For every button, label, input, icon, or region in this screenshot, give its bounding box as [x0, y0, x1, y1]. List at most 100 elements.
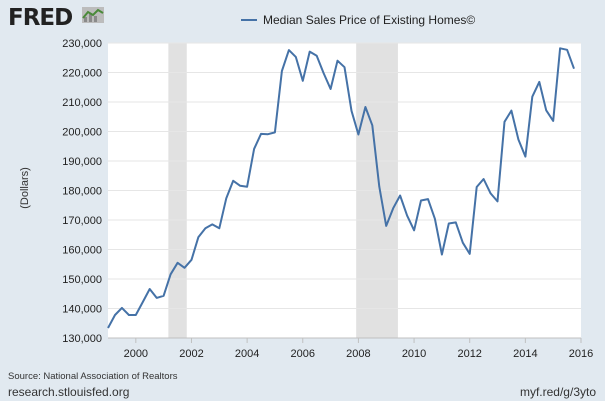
x-tick-label: 2004: [235, 348, 259, 360]
x-axis-ticks: 2000 2002 2004 2006 2008 2010 2012 2014 2016: [108, 337, 593, 360]
data-point: [142, 301, 144, 303]
x-tick-label: 2012: [457, 348, 481, 360]
data-point: [239, 185, 241, 187]
data-point: [496, 200, 498, 202]
data-point: [135, 314, 137, 316]
data-point: [274, 131, 276, 133]
legend-swatch: [241, 18, 257, 21]
data-point: [246, 186, 248, 188]
y-tick-label: 190,000: [62, 156, 102, 168]
data-point: [316, 55, 318, 57]
data-point: [107, 327, 109, 329]
data-point: [128, 314, 130, 316]
data-point: [476, 186, 478, 188]
data-point: [462, 242, 464, 244]
data-point: [350, 110, 352, 112]
data-point: [253, 148, 255, 150]
data-point: [434, 218, 436, 220]
data-point: [329, 88, 331, 90]
data-point: [288, 49, 290, 51]
x-tick-label: 2016: [569, 348, 593, 360]
data-point: [559, 47, 561, 49]
x-tick-label: 2006: [291, 348, 315, 360]
y-tick-label: 210,000: [62, 97, 102, 109]
y-tick-label: 200,000: [62, 127, 102, 139]
x-tick-label: 2010: [402, 348, 426, 360]
data-point: [267, 133, 269, 135]
data-point: [121, 307, 123, 309]
data-point: [204, 227, 206, 229]
data-point: [566, 49, 568, 51]
x-tick-label: 2014: [513, 348, 537, 360]
data-point: [455, 221, 457, 223]
data-point: [489, 192, 491, 194]
data-point: [545, 109, 547, 111]
data-point: [343, 66, 345, 68]
x-tick-label: 2008: [346, 348, 370, 360]
x-tick-label: 2000: [124, 348, 148, 360]
data-point: [524, 155, 526, 157]
data-point: [211, 223, 213, 225]
data-point: [448, 222, 450, 224]
site-link[interactable]: research.stlouisfed.org: [8, 385, 130, 399]
y-tick-label: 220,000: [62, 68, 102, 80]
chart-line-icon: [82, 7, 104, 23]
data-point: [441, 253, 443, 255]
y-tick-label: 130,000: [62, 333, 102, 345]
data-point: [225, 197, 227, 199]
series-line: [107, 47, 575, 329]
data-point: [531, 96, 533, 98]
data-point: [385, 225, 387, 227]
y-tick-label: 170,000: [62, 215, 102, 227]
data-point: [336, 60, 338, 62]
data-point: [406, 214, 408, 216]
data-point: [260, 133, 262, 135]
data-point: [281, 70, 283, 72]
data-point: [427, 198, 429, 200]
data-point: [413, 229, 415, 231]
fred-logo[interactable]: FRED: [8, 5, 73, 31]
data-point: [371, 124, 373, 126]
data-point: [469, 253, 471, 255]
data-point: [517, 138, 519, 140]
data-point: [482, 178, 484, 180]
data-point: [322, 72, 324, 74]
data-point: [176, 262, 178, 264]
short-link[interactable]: myf.red/g/3yto: [519, 385, 596, 399]
data-point: [392, 207, 394, 209]
data-point: [364, 106, 366, 108]
data-point: [309, 50, 311, 52]
y-tick-label: 160,000: [62, 245, 102, 257]
data-point: [162, 295, 164, 297]
y-tick-label: 230,000: [62, 38, 102, 50]
chart-legend: Median Sales Price of Existing Homes©: [241, 12, 475, 27]
y-axis-ticks: 130,000 140,000 150,000 160,000 170,000 180,0…: [62, 38, 102, 345]
y-tick-label: 180,000: [62, 186, 102, 198]
data-point: [510, 109, 512, 111]
data-point: [295, 56, 297, 58]
source-note: Source: National Association of Realtors: [8, 371, 178, 382]
data-point: [156, 297, 158, 299]
data-point: [114, 314, 116, 316]
data-point: [183, 267, 185, 269]
data-point: [302, 80, 304, 82]
data-point: [218, 227, 220, 229]
data-point: [538, 81, 540, 83]
data-point: [420, 199, 422, 201]
data-point: [378, 186, 380, 188]
data-point: [169, 273, 171, 275]
legend-label: Median Sales Price of Existing Homes©: [263, 12, 476, 27]
data-point: [503, 121, 505, 123]
data-point: [232, 180, 234, 182]
data-point: [552, 120, 554, 122]
data-point: [357, 133, 359, 135]
data-point: [399, 194, 401, 196]
x-tick-label: 2002: [179, 348, 203, 360]
y-tick-label: 150,000: [62, 274, 102, 286]
data-point: [149, 288, 151, 290]
y-tick-label: 140,000: [62, 304, 102, 316]
data-point: [190, 259, 192, 261]
data-point: [197, 236, 199, 238]
data-point: [573, 68, 575, 70]
